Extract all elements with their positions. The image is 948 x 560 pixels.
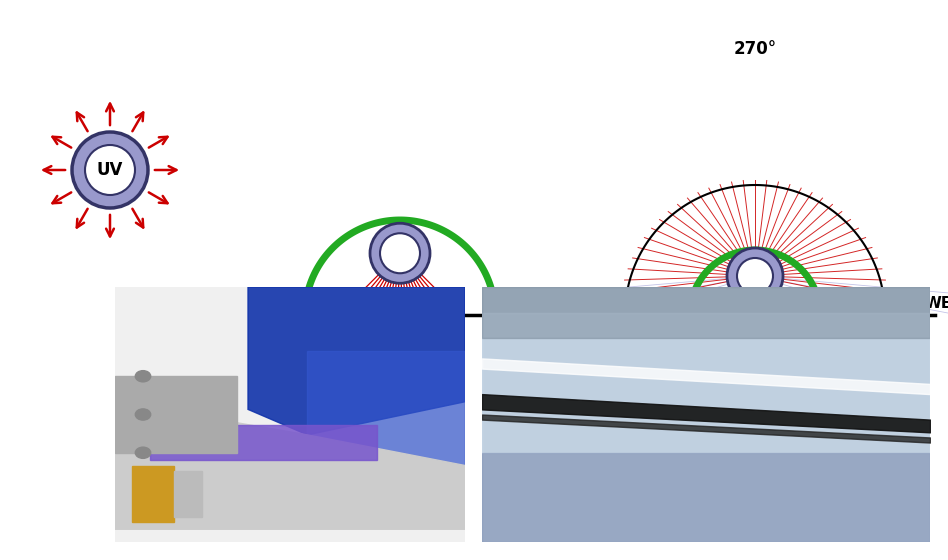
Bar: [307, 351, 465, 465]
Bar: [482, 312, 930, 452]
Polygon shape: [248, 287, 465, 435]
Text: UV: UV: [97, 161, 123, 179]
Bar: [133, 465, 174, 521]
Circle shape: [85, 145, 135, 195]
Circle shape: [737, 258, 773, 294]
Circle shape: [136, 447, 151, 458]
Bar: [174, 470, 203, 516]
Circle shape: [136, 409, 151, 420]
Circle shape: [727, 248, 783, 304]
Bar: [150, 424, 377, 460]
Text: WEB: WEB: [925, 296, 948, 311]
Bar: [482, 452, 930, 542]
Bar: [482, 287, 930, 338]
Polygon shape: [115, 402, 465, 529]
Bar: [115, 376, 238, 452]
Circle shape: [136, 371, 151, 382]
Text: 270°: 270°: [734, 40, 776, 58]
Circle shape: [370, 223, 430, 283]
Text: 90°: 90°: [386, 330, 414, 345]
Circle shape: [380, 234, 420, 273]
Text: WEB: WEB: [522, 296, 561, 311]
Circle shape: [72, 132, 148, 208]
